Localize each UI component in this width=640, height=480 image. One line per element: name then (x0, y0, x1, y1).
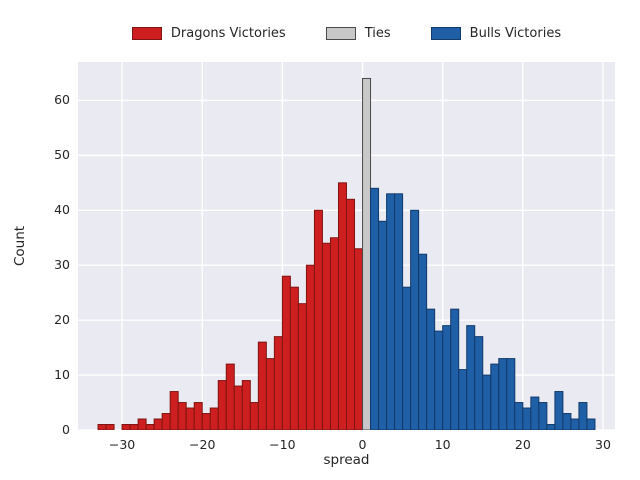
histogram-bar (562, 413, 572, 430)
histogram-bar (554, 391, 564, 430)
histogram-bar (201, 413, 211, 430)
x-tick-label: 10 (434, 437, 451, 452)
histogram-canvas (78, 62, 615, 430)
ties-color-swatch (325, 26, 356, 40)
histogram-bar (145, 424, 155, 430)
plot-area (78, 62, 615, 430)
histogram-bar (490, 363, 500, 430)
legend-item-bulls: Bulls Victories (430, 25, 562, 41)
dragons-color-swatch (131, 26, 162, 40)
histogram-bar (378, 220, 388, 430)
histogram-bar (273, 336, 283, 430)
x-tick-label: 30 (595, 437, 611, 452)
histogram-bar (185, 407, 195, 430)
bulls-color-swatch (430, 26, 461, 40)
histogram-bar (161, 413, 171, 430)
histogram-bar (249, 402, 259, 430)
histogram-bar (97, 424, 107, 430)
legend: Dragons Victories Ties Bulls Victories (78, 16, 615, 50)
histogram-bar (522, 407, 532, 430)
histogram-bar (289, 286, 299, 430)
histogram-bar (321, 242, 331, 430)
x-axis-label: spread (323, 452, 370, 468)
histogram-bar (386, 193, 396, 430)
legend-item-ties: Ties (325, 25, 391, 41)
histogram-bar (474, 336, 484, 430)
histogram-bar (570, 418, 580, 430)
histogram-bar (546, 424, 556, 430)
histogram-bar (121, 424, 131, 430)
histogram-bar (458, 369, 468, 430)
histogram-bar (410, 209, 420, 430)
histogram-bar (362, 77, 372, 430)
histogram-bar (402, 286, 412, 430)
histogram-bar (346, 198, 356, 430)
histogram-bar (466, 325, 476, 430)
y-tick-label: 40 (54, 202, 70, 218)
histogram-bar (177, 402, 187, 430)
y-tick-label: 50 (54, 147, 70, 163)
histogram-bar (225, 363, 235, 430)
histogram-bar (370, 187, 380, 430)
histogram-bar (153, 418, 163, 430)
legend-label-dragons: Dragons Victories (170, 25, 286, 41)
legend-label-ties: Ties (364, 25, 391, 41)
y-tick-label: 0 (62, 422, 70, 437)
legend-label-bulls: Bulls Victories (469, 25, 562, 41)
histogram-bar (506, 358, 516, 430)
histogram-bar (129, 424, 139, 430)
histogram-bar (265, 358, 275, 430)
x-tick-label: −30 (108, 437, 136, 452)
histogram-bar (530, 396, 540, 430)
histogram-bar (498, 358, 508, 430)
histogram-bar (257, 341, 267, 430)
y-tick-label: 10 (54, 367, 70, 383)
x-tick-label: 0 (358, 437, 367, 452)
histogram-bar (354, 248, 364, 430)
x-tick-label: −10 (269, 437, 296, 452)
histogram-bar (209, 407, 219, 430)
x-tick-label: −20 (189, 437, 216, 452)
legend-item-dragons: Dragons Victories (131, 25, 286, 41)
histogram-bar (514, 402, 524, 430)
histogram-bar (281, 275, 291, 430)
histogram-bar (305, 264, 315, 430)
histogram-bar (217, 380, 227, 430)
histogram-bar (442, 325, 452, 430)
histogram-bar (586, 418, 596, 430)
histogram-bar (418, 253, 428, 430)
histogram-bar (169, 391, 179, 430)
histogram-bar (394, 193, 404, 430)
histogram-bar (578, 402, 588, 430)
histogram-bar (233, 385, 243, 430)
y-axis-label: Count (12, 225, 28, 267)
histogram-bar (297, 303, 307, 430)
histogram-bar (337, 182, 347, 430)
histogram-bar (137, 418, 147, 430)
histogram-bar (193, 402, 203, 430)
y-tick-label: 20 (54, 312, 70, 328)
histogram-bar (538, 402, 548, 430)
histogram-bar (426, 308, 436, 430)
histogram-bar (313, 209, 323, 430)
histogram-bar (105, 424, 115, 430)
x-tick-label: 20 (514, 437, 531, 452)
histogram-bar (329, 237, 339, 430)
y-tick-label: 30 (54, 257, 70, 273)
histogram-bar (450, 308, 460, 430)
histogram-bar (434, 330, 444, 430)
histogram-bar (241, 380, 251, 430)
histogram-bar (482, 374, 492, 430)
y-tick-label: 60 (54, 92, 70, 108)
